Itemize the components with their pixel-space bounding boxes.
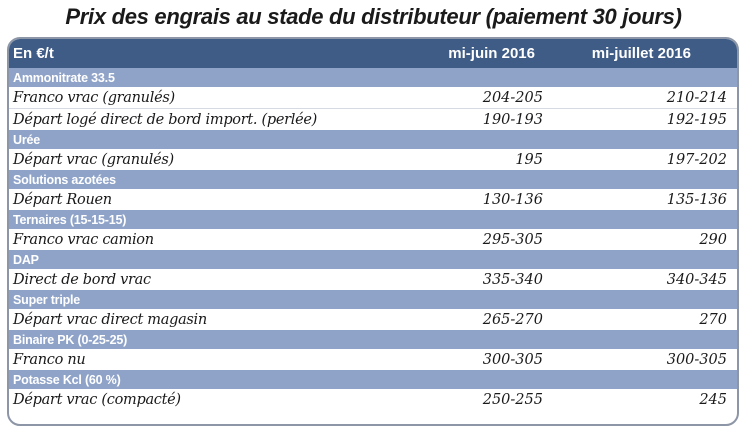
price-mi-juin: 335-340 <box>482 271 543 288</box>
price-mi-juillet: 135-136 <box>666 191 727 208</box>
price-mi-juillet: 270 <box>699 311 727 328</box>
price-mi-juin: 195 <box>515 151 543 168</box>
price-mi-juillet: 210-214 <box>666 89 727 106</box>
section-header: Urée <box>9 130 737 149</box>
section-header: DAP <box>9 250 737 269</box>
table-row: Départ vrac direct magasin 265-270 270 <box>9 309 737 330</box>
table-row: Direct de bord vrac 335-340 340-345 <box>9 269 737 290</box>
price-mi-juillet: 300-305 <box>666 351 727 368</box>
header-mi-juin: mi-juin 2016 <box>448 45 535 62</box>
price-mi-juillet: 245 <box>699 391 727 408</box>
row-label: Départ logé direct de bord import. (perl… <box>13 111 318 128</box>
row-label: Départ vrac direct magasin <box>13 311 207 328</box>
row-label: Départ Rouen <box>13 191 112 208</box>
section-header: Binaire PK (0-25-25) <box>9 330 737 349</box>
row-label: Franco nu <box>13 351 86 368</box>
table-row: Départ vrac (compacté) 250-255 245 <box>9 389 737 410</box>
table-row: Franco vrac (granulés) 204-205 210-214 <box>9 87 737 109</box>
table-header: En €/t mi-juin 2016 mi-juillet 2016 <box>9 39 737 68</box>
row-label: Direct de bord vrac <box>13 271 151 288</box>
row-label: Franco vrac (granulés) <box>13 89 175 106</box>
header-unit: En €/t <box>13 45 54 62</box>
price-mi-juillet: 340-345 <box>666 271 727 288</box>
table-row: Départ logé direct de bord import. (perl… <box>9 109 737 130</box>
section-header: Potasse Kcl (60 %) <box>9 370 737 389</box>
price-mi-juin: 204-205 <box>482 89 543 106</box>
table-row: Départ Rouen 130-136 135-136 <box>9 189 737 210</box>
price-mi-juillet: 197-202 <box>666 151 727 168</box>
page-title: Prix des engrais au stade du distributeu… <box>65 4 682 29</box>
table-row: Franco nu 300-305 300-305 <box>9 349 737 370</box>
price-mi-juin: 295-305 <box>482 231 543 248</box>
price-mi-juin: 300-305 <box>482 351 543 368</box>
price-mi-juin: 130-136 <box>482 191 543 208</box>
header-mi-juillet: mi-juillet 2016 <box>591 45 691 62</box>
section-header: Ternaires (15-15-15) <box>9 210 737 229</box>
table-row: Départ vrac (granulés) 195 197-202 <box>9 149 737 170</box>
row-label: Départ vrac (granulés) <box>13 151 174 168</box>
price-table: En €/t mi-juin 2016 mi-juillet 2016 Ammo… <box>7 37 739 426</box>
price-mi-juillet: 290 <box>699 231 727 248</box>
section-header: Super triple <box>9 290 737 309</box>
section-header: Ammonitrate 33.5 <box>9 68 737 87</box>
price-mi-juin: 250-255 <box>482 391 543 408</box>
section-header: Solutions azotées <box>9 170 737 189</box>
table-row: Franco vrac camion 295-305 290 <box>9 229 737 250</box>
price-mi-juin: 265-270 <box>482 311 543 328</box>
row-label: Franco vrac camion <box>13 231 154 248</box>
row-label: Départ vrac (compacté) <box>13 391 181 408</box>
price-mi-juillet: 192-195 <box>666 111 727 128</box>
price-mi-juin: 190-193 <box>482 111 543 128</box>
